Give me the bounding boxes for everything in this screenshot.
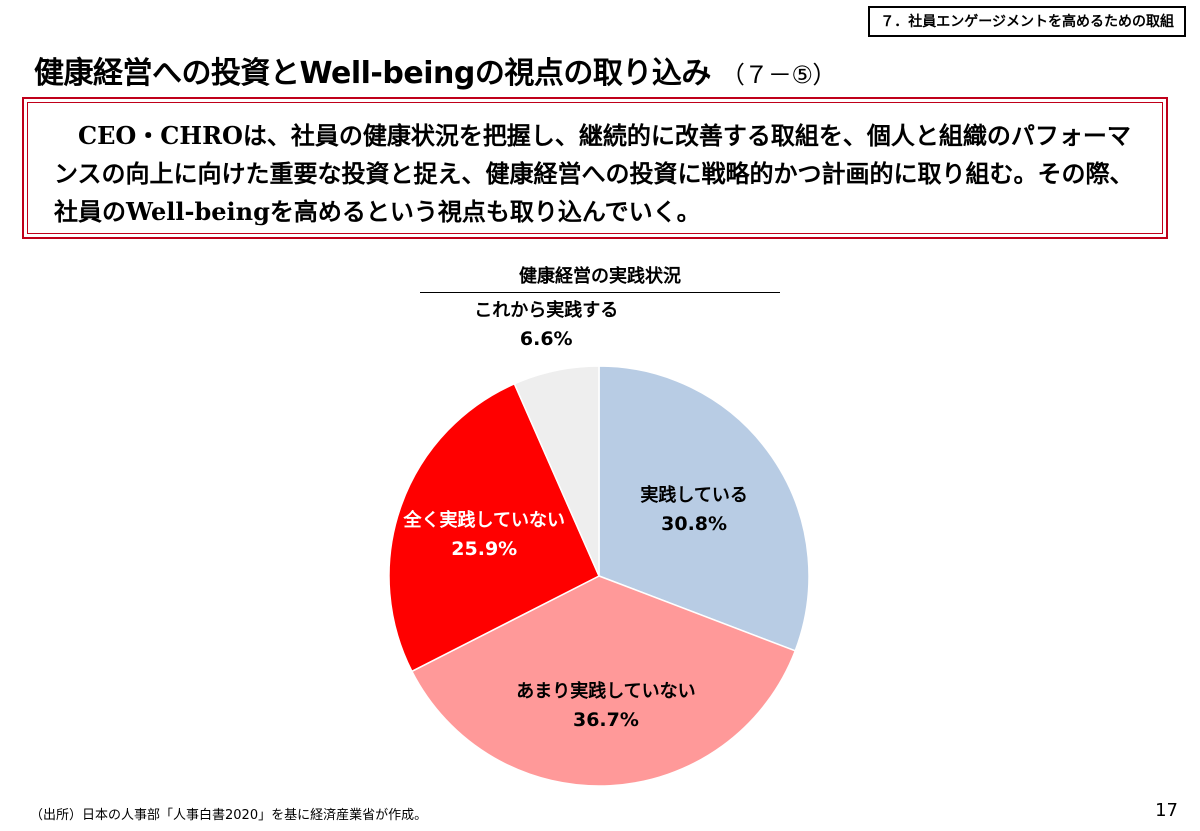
pie-label-value: 30.8% <box>661 513 728 536</box>
page-title: 健康経営への投資とWell-beingの視点の取り込み （７－⑤） <box>34 48 836 92</box>
pie-slice-2 <box>410 575 797 787</box>
page-title-sub: （７－⑤） <box>720 61 837 89</box>
key-message-box: CEO・CHROは、社員の健康状況を把握し、継続的に改善する取組を、個人と組織の… <box>22 97 1168 239</box>
pie-label-2: あまり実践していない 36.7% <box>516 678 695 734</box>
source-note: （出所）日本の人事部「人事白書2020」を基に経済産業省が作成。 <box>30 808 428 823</box>
pie-slice-4 <box>513 365 600 577</box>
page-number: 17 <box>1155 800 1178 821</box>
pie-label-value: 25.9% <box>451 538 518 561</box>
chart-title-underline <box>420 292 780 293</box>
pie-label-value: 6.6% <box>519 328 573 351</box>
pie-slice-3 <box>388 382 600 673</box>
pie-label-text: 実践している <box>640 485 748 507</box>
pie-label-3: 全く実践していない 25.9% <box>404 507 565 563</box>
pie-label-text: あまり実践していない <box>516 681 696 702</box>
pie-label-4: これから実践する 6.6% <box>474 297 618 353</box>
pie-label-value: 36.7% <box>572 709 639 731</box>
pie-label-text: 全く実践していない <box>403 510 565 532</box>
pie-slice-1 <box>598 365 810 652</box>
key-message-text: CEO・CHROは、社員の健康状況を把握し、継続的に改善する取組を、個人と組織の… <box>27 102 1163 234</box>
section-tag: ７．社員エンゲージメントを高めるための取組 <box>868 6 1186 37</box>
pie-label-1: 実践している 30.8% <box>640 482 747 538</box>
chart-title: 健康経営の実践状況 <box>519 266 681 287</box>
pie-slices <box>388 365 810 787</box>
pie-label-text: これから実践する <box>474 300 619 322</box>
page-title-main: 健康経営への投資とWell-beingの視点の取り込み <box>34 56 711 91</box>
